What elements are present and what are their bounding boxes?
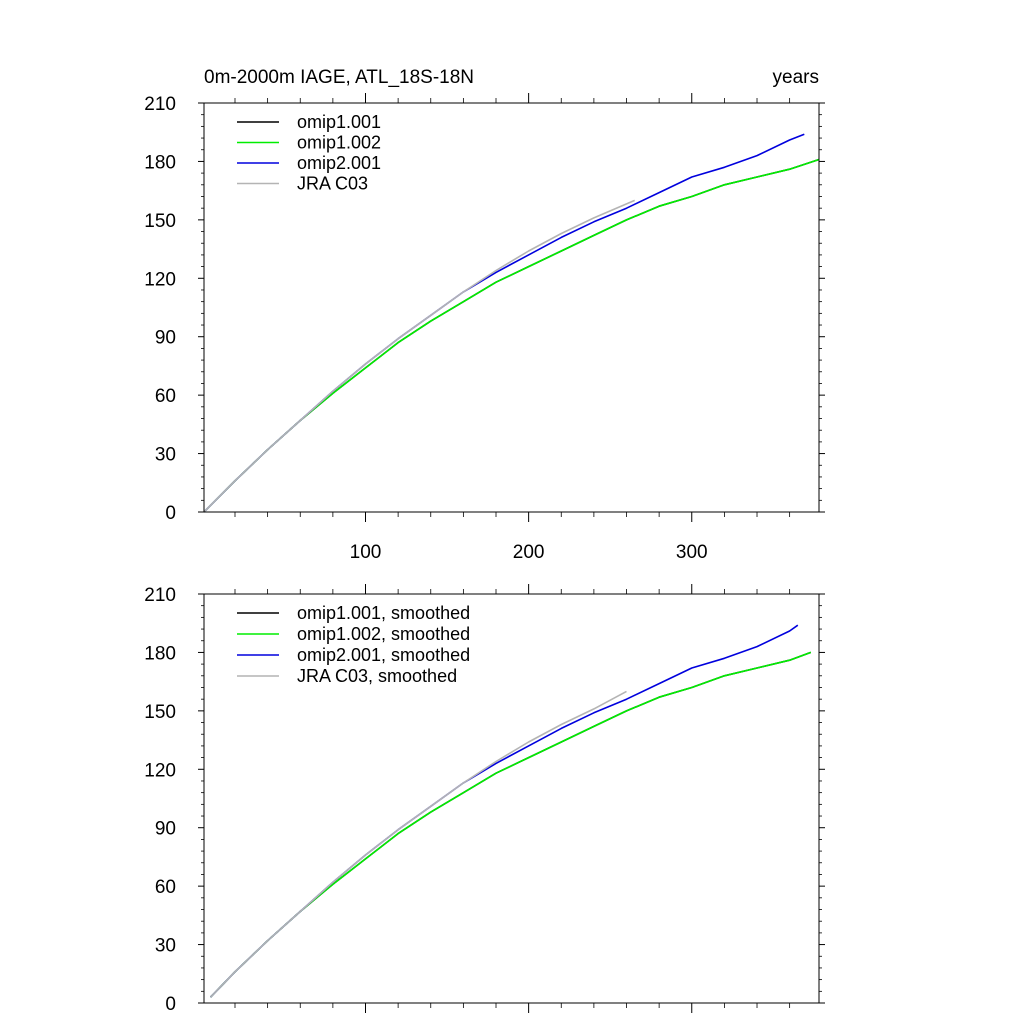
top-panel-units: years [773,67,819,88]
y-tick-label: 0 [165,994,176,1015]
x-tick-label: 300 [676,542,708,563]
y-tick-label: 30 [155,936,176,957]
y-tick-label: 30 [155,445,176,466]
y-tick-label: 210 [144,94,176,115]
series-line-omip1-002-smoothed [209,651,812,998]
legend-label: omip1.001 [297,112,381,132]
y-tick-label: 90 [155,328,176,349]
y-tick-label: 120 [144,269,176,290]
y-tick-label: 150 [144,702,176,723]
legend-label: JRA C03 [297,174,368,194]
x-tick-label: 100 [350,542,382,563]
y-tick-label: 0 [165,503,176,524]
y-tick-label: 180 [144,152,176,173]
y-tick-label: 210 [144,585,176,606]
y-tick-label: 180 [144,643,176,664]
series-line-jra-c03-smoothed [209,690,627,998]
y-tick-label: 90 [155,819,176,840]
series-line-jra-c03 [203,199,636,513]
y-tick-label: 150 [144,211,176,232]
legend-label: omip1.002 [297,133,381,153]
top-panel: 0m-2000m IAGE, ATL_18S-18N years 0 30 60 90… [144,67,825,563]
legend-label: JRA C03, smoothed [297,666,457,686]
legend-label: omip1.001, smoothed [297,603,470,623]
legend-label: omip1.002, smoothed [297,624,470,644]
plot-frame [203,102,820,513]
y-tick-label: 60 [155,386,176,407]
series-line-omip2-001 [203,133,805,513]
series-line-omip1-002 [203,158,820,513]
legend-label: omip2.001 [297,153,381,173]
top-panel-title: 0m-2000m IAGE, ATL_18S-18N [204,67,474,88]
series-line-omip1-001 [203,158,820,513]
y-tick-label: 120 [144,760,176,781]
legend-label: omip2.001, smoothed [297,645,470,665]
series-line-omip1-001-smoothed [209,651,812,998]
y-tick-label: 60 [155,877,176,898]
x-tick-label: 200 [513,542,545,563]
plot-frame [203,593,820,1004]
